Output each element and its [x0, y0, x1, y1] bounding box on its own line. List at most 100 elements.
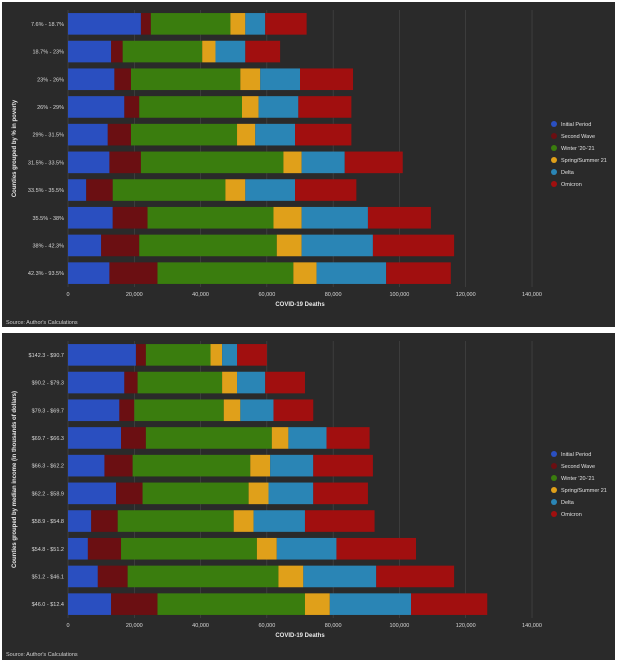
- bar-segment-initial-period: [68, 234, 102, 257]
- bar-segment-omicron: [313, 454, 373, 477]
- bar-segment-delta: [255, 123, 296, 146]
- legend-label-winter-20-21: Winter '20-'21: [561, 476, 595, 482]
- bar-segment-delta: [329, 593, 412, 615]
- bar-segment-second-wave: [97, 565, 128, 588]
- bar-segment-winter-20-21: [145, 344, 211, 366]
- bar-segment-winter-20-21: [137, 371, 223, 394]
- bar-segment-delta: [253, 510, 305, 532]
- bar-segment-delta: [288, 427, 327, 449]
- y-tick-label: 31.5% - 33.5%: [28, 160, 64, 166]
- poverty-chart: 0 20,000 40,000 60,000 80,000 100,000 120,000 1…: [6, 10, 607, 326]
- bar-segment-winter-20-21: [157, 593, 305, 615]
- y-tick-label: 26% - 29%: [37, 105, 64, 111]
- bar-segment-initial-period: [68, 371, 125, 394]
- bar-segment-spring-summer-21: [304, 593, 330, 615]
- legend-swatch-omicron: [551, 511, 557, 517]
- legend-swatch-spring-summer-21: [551, 487, 557, 493]
- bar-segment-omicron: [376, 565, 455, 588]
- legend-swatch-omicron: [551, 181, 557, 187]
- bar-segment-spring-summer-21: [210, 344, 223, 366]
- source-note: Source: Author's Calculations: [6, 652, 78, 658]
- bar-segment-second-wave: [111, 593, 158, 615]
- bar-segment-initial-period: [68, 510, 92, 532]
- income-chart: 0 20,000 40,000 60,000 80,000 100,000 120,000 1…: [6, 341, 607, 658]
- bar-segment-second-wave: [91, 510, 118, 532]
- bar-segment-omicron: [372, 234, 455, 257]
- y-tick-label: 38% - 42.3%: [33, 243, 65, 249]
- bar-segment-winter-20-21: [122, 40, 203, 63]
- legend-label-initial-period: Initial Period: [561, 122, 591, 128]
- bar-segment-initial-period: [68, 482, 117, 505]
- y-tick-label: $90.2 - $79.3: [32, 381, 64, 387]
- bar-segment-initial-period: [68, 13, 141, 35]
- bar-segment-second-wave: [87, 537, 122, 560]
- bar-segment-omicron: [265, 371, 305, 394]
- y-tick-label: $62.2 - $58.9: [32, 491, 64, 497]
- y-axis-title: Counties grouped by % in poverty: [12, 99, 18, 197]
- legend-label-spring-summer-21: Spring/Summer 21: [561, 158, 607, 164]
- x-tick-label: 120,000: [456, 292, 476, 298]
- bar-segment-delta: [258, 96, 299, 118]
- y-tick-label: $54.8 - $51.2: [32, 547, 64, 553]
- bar-segment-delta: [240, 399, 274, 422]
- bar-segment-initial-period: [68, 96, 125, 118]
- income-chart-panel: 0 20,000 40,000 60,000 80,000 100,000 120,000 1…: [2, 333, 615, 660]
- bar-segment-winter-20-21: [117, 510, 234, 532]
- y-tick-label: 7.6% - 18.7%: [31, 22, 64, 28]
- bar-segment-spring-summer-21: [222, 371, 238, 394]
- bar-segment-second-wave: [107, 123, 131, 146]
- y-tick-label: $142.3 - $90.7: [29, 353, 64, 359]
- x-tick-label: 120,000: [456, 623, 476, 629]
- bar-segment-initial-period: [68, 399, 120, 422]
- bar-segment-spring-summer-21: [278, 565, 304, 588]
- x-axis-title: COVID-19 Deaths: [275, 302, 325, 308]
- legend-label-spring-summer-21: Spring/Summer 21: [561, 488, 607, 494]
- legend-swatch-winter-20-21: [551, 475, 557, 481]
- legend-swatch-winter-20-21: [551, 145, 557, 151]
- bar-segment-delta: [276, 537, 337, 560]
- bar-segment-initial-period: [68, 593, 112, 615]
- bar-segment-omicron: [298, 96, 352, 118]
- bar-segment-initial-period: [68, 179, 87, 201]
- legend-swatch-delta: [551, 499, 557, 505]
- bar-segment-spring-summer-21: [230, 13, 246, 35]
- legend-label-omicron: Omicron: [561, 512, 582, 518]
- legend-label-delta: Delta: [561, 500, 575, 506]
- y-tick-label: 42.3% - 93.5%: [28, 271, 64, 277]
- bar-segment-second-wave: [104, 454, 133, 477]
- bar-segment-spring-summer-21: [223, 399, 241, 422]
- x-tick-label: 0: [66, 623, 69, 629]
- bar-segment-winter-20-21: [157, 262, 294, 284]
- bar-segment-delta: [245, 179, 296, 201]
- bar-segment-delta: [303, 565, 377, 588]
- bar-segment-spring-summer-21: [242, 96, 259, 118]
- bar-segment-omicron: [411, 593, 488, 615]
- bar-segment-spring-summer-21: [237, 123, 256, 146]
- y-tick-label: $66.3 - $62.2: [32, 464, 64, 470]
- bar-segment-winter-20-21: [139, 96, 242, 118]
- bar-segment-spring-summer-21: [248, 482, 269, 505]
- legend-label-omicron: Omicron: [561, 182, 582, 188]
- x-tick-label: 60,000: [258, 292, 275, 298]
- y-tick-label: 18.7% - 23%: [33, 50, 65, 56]
- legend-swatch-delta: [551, 169, 557, 175]
- bar-segment-spring-summer-21: [233, 510, 254, 532]
- bar-segment-omicron: [304, 510, 375, 532]
- bar-segment-second-wave: [111, 40, 123, 63]
- bar-segment-delta: [237, 371, 266, 394]
- legend-label-second-wave: Second Wave: [561, 464, 595, 470]
- bar-segment-winter-20-21: [134, 399, 224, 422]
- x-tick-label: 0: [66, 292, 69, 298]
- bar-segment-initial-period: [68, 151, 110, 174]
- x-tick-label: 140,000: [522, 292, 542, 298]
- bar-segment-second-wave: [124, 96, 140, 118]
- bar-segment-spring-summer-21: [250, 454, 271, 477]
- bar-segment-initial-period: [68, 344, 136, 366]
- legend-label-initial-period: Initial Period: [561, 452, 591, 458]
- bar-segment-omicron: [265, 13, 307, 35]
- bar-segment-delta: [222, 344, 238, 366]
- bar-segment-second-wave: [101, 234, 140, 257]
- bar-segment-initial-period: [68, 454, 105, 477]
- bar-segment-spring-summer-21: [240, 68, 261, 91]
- x-tick-label: 80,000: [325, 292, 342, 298]
